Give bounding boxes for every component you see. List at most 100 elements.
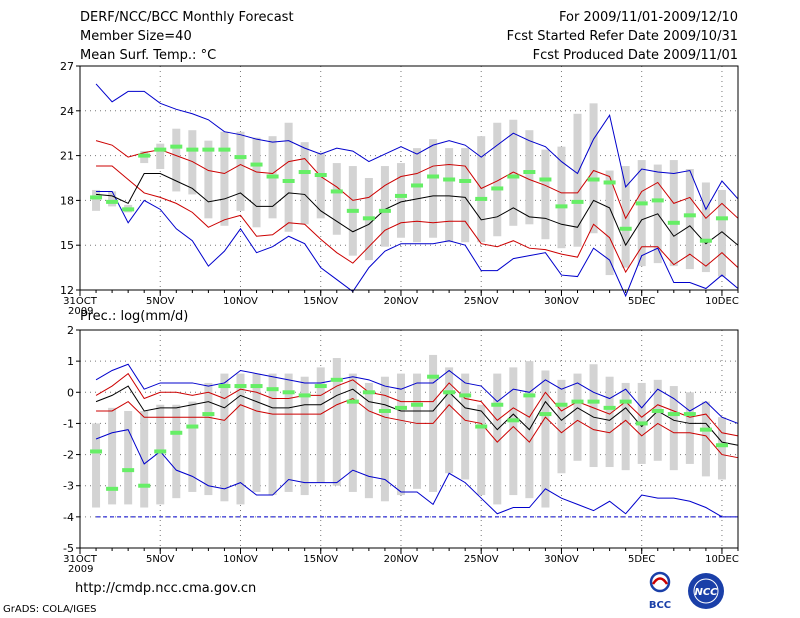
spread-box bbox=[541, 370, 550, 508]
spread-box bbox=[236, 131, 245, 211]
y-tick-label: 15 bbox=[60, 239, 74, 252]
median-marker bbox=[186, 424, 199, 429]
spread-box bbox=[108, 407, 117, 505]
x-tick-year-label: 2009 bbox=[68, 306, 93, 317]
spread-box bbox=[204, 140, 213, 219]
median-marker bbox=[699, 238, 712, 243]
median-marker bbox=[475, 196, 488, 201]
x-tick-label: 5NOV bbox=[146, 554, 175, 565]
median-marker bbox=[635, 421, 648, 426]
forecast-period: For 2009/11/01-2009/12/10 bbox=[559, 10, 738, 25]
median-marker bbox=[378, 208, 391, 213]
sd-lower-line bbox=[96, 397, 739, 459]
median-marker bbox=[234, 384, 247, 389]
median-marker bbox=[443, 177, 456, 182]
median-marker bbox=[106, 486, 119, 491]
spread-box bbox=[268, 373, 277, 496]
median-marker bbox=[378, 408, 391, 413]
median-marker bbox=[298, 393, 311, 398]
spread-box bbox=[509, 119, 518, 226]
sd-upper-line bbox=[95, 372, 739, 437]
x-tick-label: 30NOV bbox=[544, 296, 579, 307]
spread-box bbox=[108, 191, 117, 207]
median-marker bbox=[427, 374, 440, 379]
source-url[interactable]: http://cmdp.ncc.cma.gov.cn bbox=[75, 581, 257, 596]
median-marker bbox=[266, 387, 279, 392]
spread-box bbox=[685, 169, 694, 270]
spread-box bbox=[396, 373, 405, 496]
spread-box bbox=[348, 373, 357, 492]
plot-frame bbox=[79, 329, 739, 549]
ncc-logo-text: NCC bbox=[694, 587, 718, 598]
median-marker bbox=[651, 408, 664, 413]
spread-box bbox=[525, 130, 534, 225]
y-tick-label: -1 bbox=[63, 417, 74, 430]
spread-box bbox=[493, 373, 502, 505]
spread-box bbox=[669, 160, 678, 267]
logos: BCC NCC bbox=[640, 571, 740, 615]
x-tick-label: 20NOV bbox=[384, 296, 419, 307]
median-marker bbox=[491, 186, 504, 191]
median-marker bbox=[715, 443, 728, 448]
spread-box bbox=[172, 128, 181, 192]
bcc-logo-icon: BCC bbox=[649, 571, 671, 611]
median-marker bbox=[170, 144, 183, 149]
median-marker bbox=[234, 155, 247, 160]
spread-box bbox=[204, 382, 213, 496]
max-line bbox=[95, 363, 739, 424]
spread-box bbox=[156, 404, 165, 505]
spread-box bbox=[188, 401, 197, 492]
spread-box bbox=[332, 358, 341, 486]
x-tick-label: 10DEC bbox=[705, 296, 739, 307]
spread-box bbox=[589, 364, 598, 468]
spread-box bbox=[172, 404, 181, 499]
spread-box bbox=[300, 142, 309, 225]
mean-line bbox=[95, 385, 739, 446]
median-marker bbox=[475, 424, 488, 429]
median-marker bbox=[571, 399, 584, 404]
spread-box bbox=[573, 113, 582, 247]
y-tick-label: 0 bbox=[67, 386, 74, 399]
median-marker bbox=[202, 147, 215, 152]
spread-box bbox=[220, 373, 229, 502]
spread-box bbox=[413, 148, 422, 243]
y-tick-label: 12 bbox=[60, 284, 74, 297]
spread-box bbox=[461, 373, 470, 480]
y-tick-label: 18 bbox=[60, 194, 74, 207]
x-tick-label: 10NOV bbox=[223, 296, 258, 307]
median-marker bbox=[443, 390, 456, 395]
median-marker bbox=[314, 384, 327, 389]
median-marker bbox=[619, 399, 632, 404]
x-tick-label: 30NOV bbox=[544, 554, 579, 565]
spread-box bbox=[364, 382, 373, 499]
median-marker bbox=[330, 377, 343, 382]
grads-credit: GrADS: COLA/IGES bbox=[3, 604, 97, 615]
spread-box bbox=[380, 166, 389, 247]
spread-box bbox=[701, 401, 710, 477]
median-marker bbox=[507, 174, 520, 179]
spread-box bbox=[557, 379, 566, 474]
sd-upper-line bbox=[95, 140, 739, 220]
median-marker bbox=[619, 226, 632, 231]
median-marker bbox=[122, 207, 135, 212]
agency-logos-icon: BCC NCC bbox=[649, 571, 724, 611]
y-tick-label: -5 bbox=[63, 542, 74, 555]
prec-panel-title: Prec.: log(mm/d) bbox=[80, 309, 189, 324]
median-marker bbox=[683, 213, 696, 218]
spread-box bbox=[124, 410, 133, 505]
median-marker bbox=[298, 170, 311, 175]
spread-box bbox=[701, 182, 710, 273]
bcc-logo-text: BCC bbox=[649, 600, 671, 611]
spread-box bbox=[509, 367, 518, 496]
sd-lower-line bbox=[96, 165, 739, 274]
x-tick-label: 31OCT bbox=[63, 296, 98, 307]
y-tick-label: -4 bbox=[63, 511, 74, 524]
median-marker bbox=[667, 220, 680, 225]
spread-box bbox=[589, 103, 598, 234]
median-marker bbox=[282, 390, 295, 395]
median-marker bbox=[411, 183, 424, 188]
median-marker bbox=[218, 147, 231, 152]
median-marker bbox=[635, 201, 648, 206]
spread-box bbox=[445, 148, 454, 243]
